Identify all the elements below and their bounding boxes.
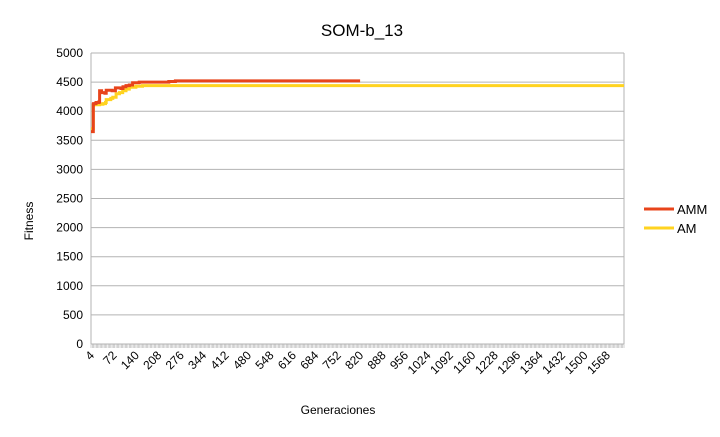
y-tick-label: 0: [76, 337, 83, 351]
x-tick-labels: 4 721402082763444124805486166847528208889…: [82, 348, 613, 377]
y-tick-label: 1000: [56, 279, 83, 293]
x-tick-label: 140: [118, 348, 142, 372]
x-tick-label: 72: [100, 348, 120, 368]
x-tick-label: 1024: [405, 348, 434, 377]
axes: [90, 53, 625, 348]
x-tick-label: 412: [208, 348, 232, 372]
legend: AMM AM: [644, 202, 707, 236]
x-tick-label: 1568: [584, 348, 613, 377]
x-tick-label: 1092: [427, 348, 456, 377]
legend-label: AMM: [677, 202, 707, 217]
y-tick-label: 4500: [56, 75, 83, 89]
series-line-amm: [91, 79, 361, 134]
y-tick-label: 5000: [56, 46, 83, 60]
grid: [91, 52, 624, 345]
x-axis-title: Generaciones: [301, 403, 376, 417]
x-tick-label: 344: [185, 348, 209, 372]
legend-label: AM: [677, 221, 697, 236]
x-tick-label: 208: [140, 348, 164, 372]
x-tick-label: 888: [365, 348, 389, 372]
y-tick-labels: 0 500 1000 1500 2000 2500 3000 3500 4000 4500 5000: [56, 46, 83, 351]
x-tick-label: 616: [275, 348, 299, 372]
y-tick-label: 1500: [56, 250, 83, 264]
y-tick-label: 500: [63, 308, 83, 322]
y-tick-label: 3500: [56, 133, 83, 147]
x-tick-label: 1296: [494, 348, 523, 377]
y-axis-title: Fitness: [22, 202, 36, 241]
x-minor-ticks: [90, 344, 625, 348]
x-tick-label: 1228: [472, 348, 501, 377]
x-tick-label: 276: [163, 348, 187, 372]
x-tick-label: 684: [297, 348, 321, 372]
x-tick-label: 548: [252, 348, 276, 372]
x-tick-label: 4: [82, 348, 97, 363]
x-tick-label: 1432: [539, 348, 568, 377]
x-tick-label: 820: [342, 348, 366, 372]
y-tick-label: 2000: [56, 221, 83, 235]
y-tick-label: 3000: [56, 162, 83, 176]
x-tick-label: 1160: [450, 348, 478, 376]
chart-title: SOM-b_13: [321, 21, 403, 40]
y-tick-label: 4000: [56, 104, 83, 118]
y-tick-label: 2500: [56, 192, 83, 206]
x-tick-label: 752: [320, 348, 344, 372]
series-line-am: [91, 84, 624, 131]
series: [91, 79, 624, 134]
x-tick-label: 1500: [562, 348, 591, 377]
x-tick-label: 1364: [517, 348, 546, 377]
x-tick-label: 480: [230, 348, 254, 372]
